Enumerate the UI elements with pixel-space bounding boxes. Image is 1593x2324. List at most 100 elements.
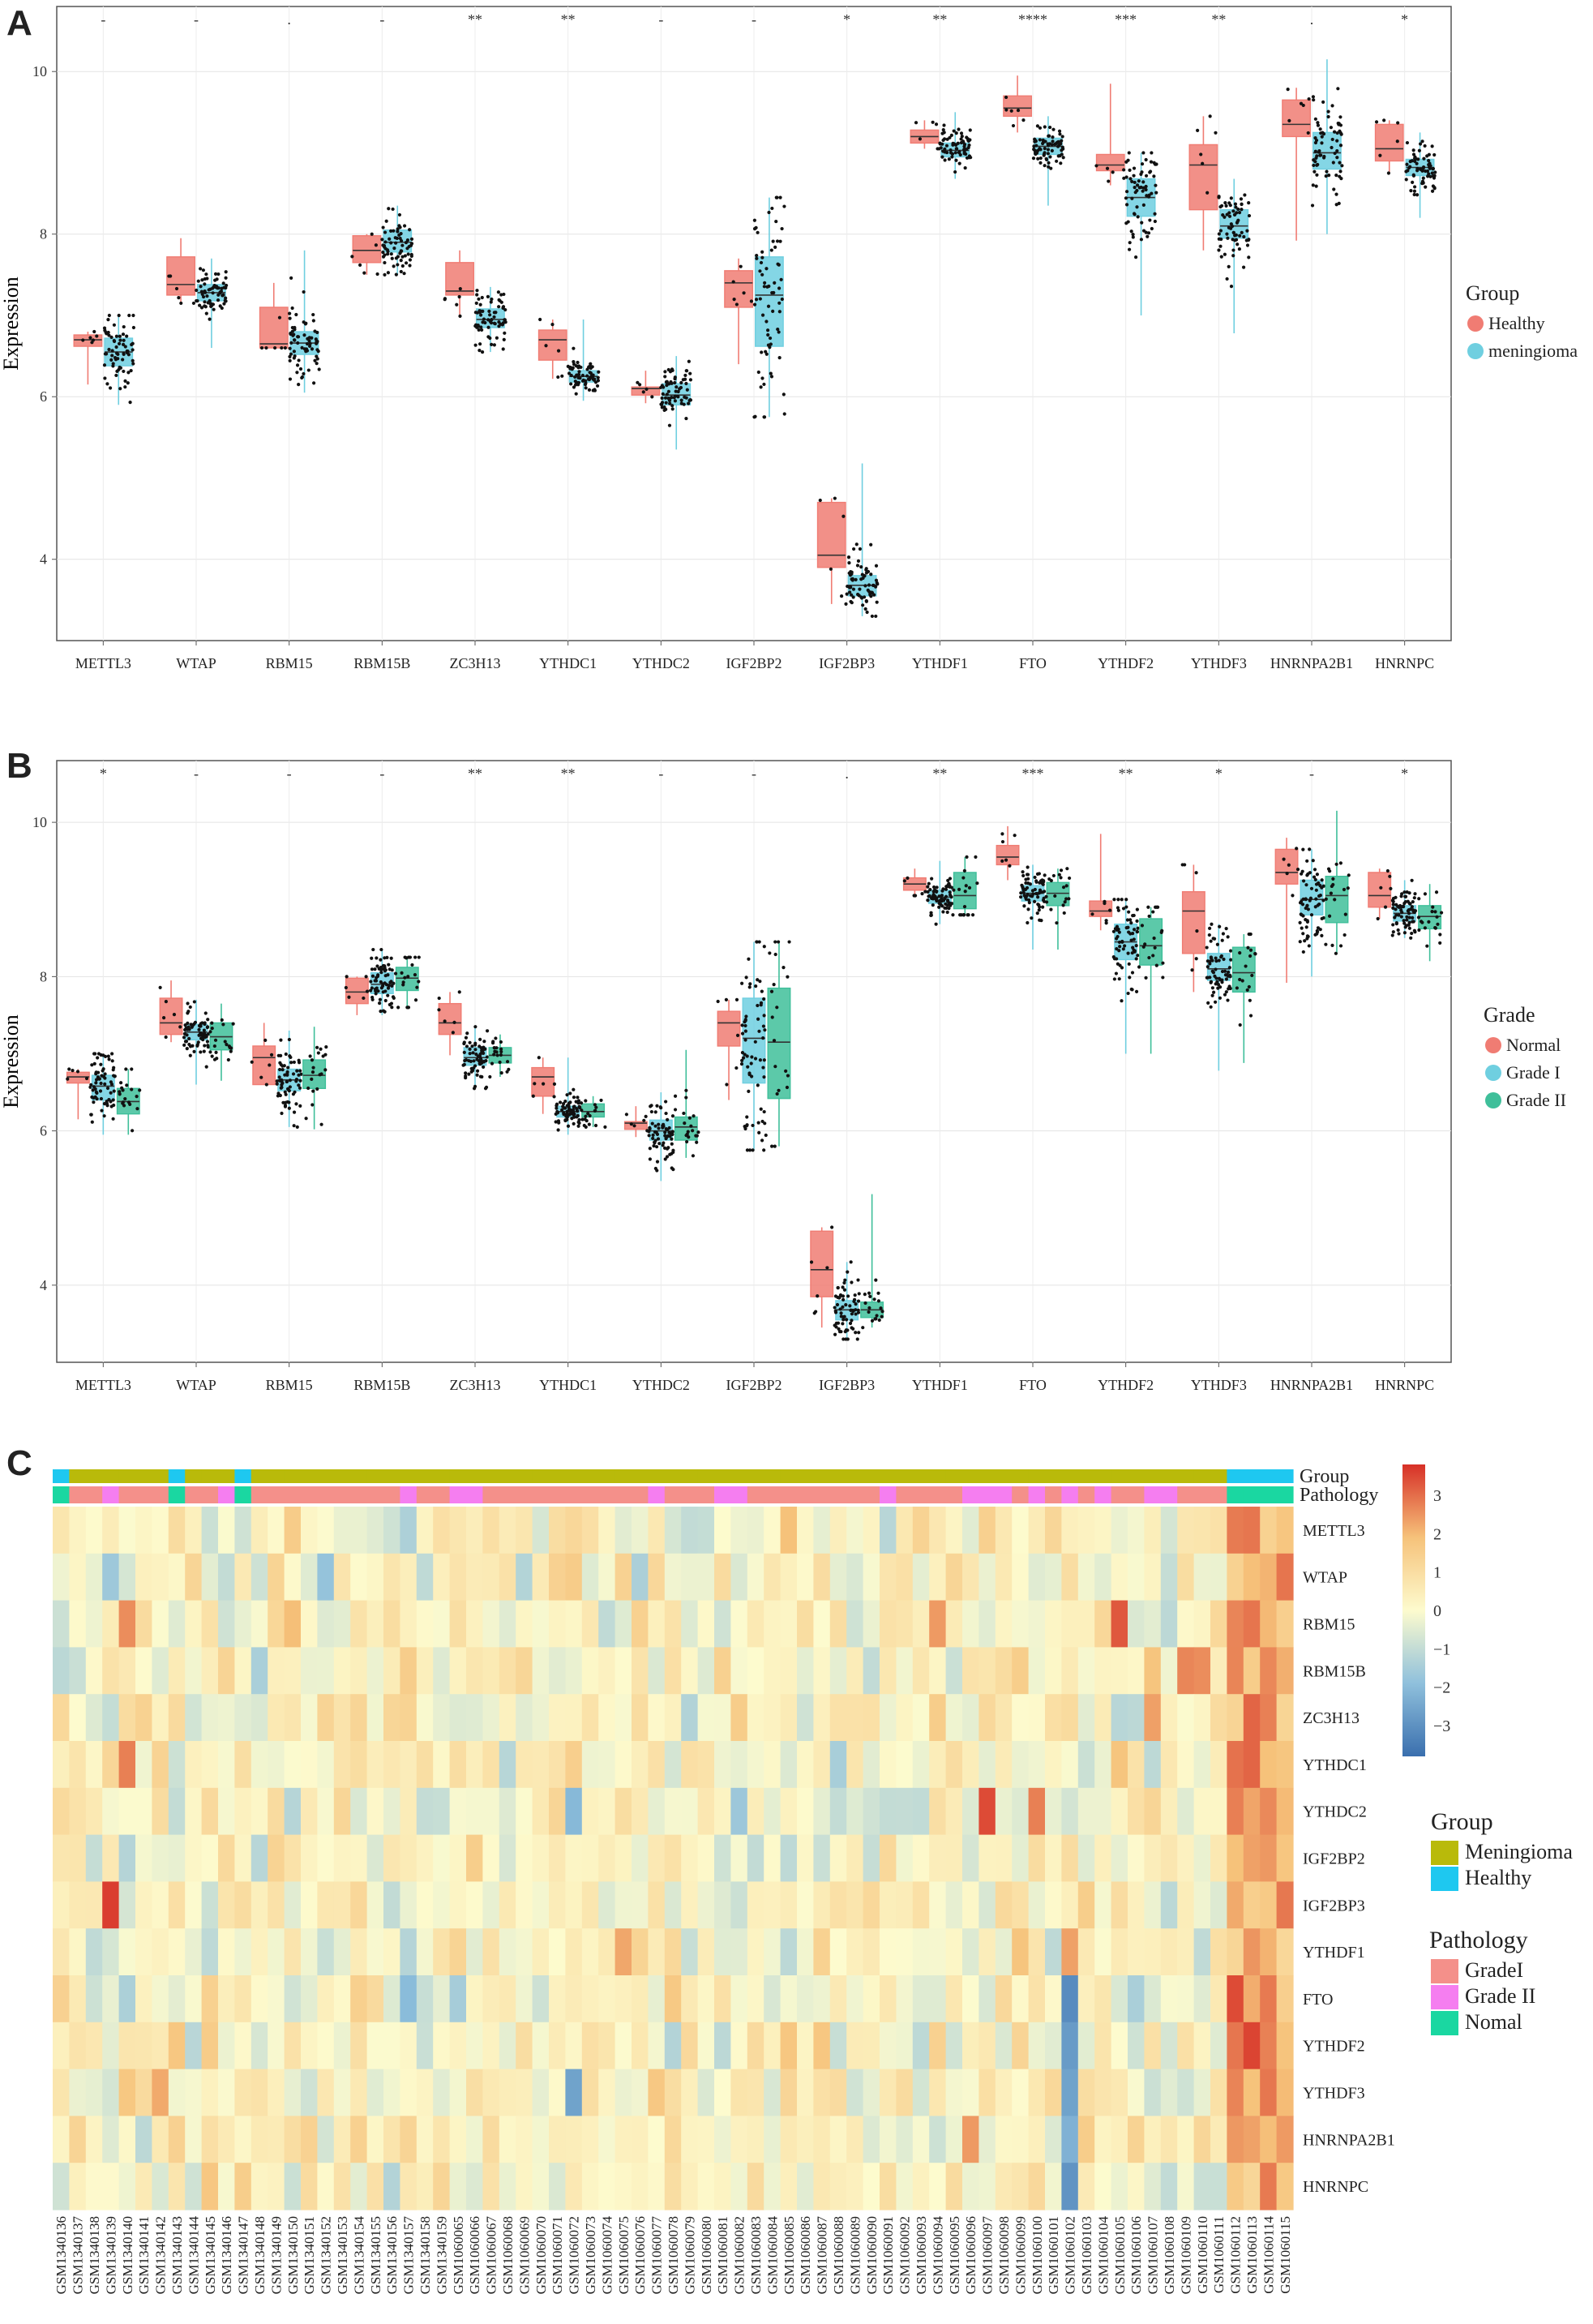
data-point	[1226, 970, 1231, 974]
group-legend-swatch	[1431, 1841, 1458, 1865]
heatmap-cell	[383, 2022, 400, 2070]
data-point	[292, 349, 296, 354]
data-point	[286, 1066, 290, 1070]
data-point	[854, 577, 858, 581]
heatmap-cell	[549, 1553, 566, 1602]
data-point	[1134, 957, 1138, 961]
heatmap-cell	[532, 1694, 550, 1742]
heatmap-cell	[995, 2022, 1013, 2070]
data-point	[135, 1107, 139, 1111]
heatmap-cell	[1144, 1507, 1162, 1554]
heatmap-col-label: GSM1060105	[1112, 2216, 1128, 2294]
heatmap-cell	[1094, 1881, 1112, 1929]
significance-label: *	[1401, 765, 1408, 782]
data-point	[670, 1114, 675, 1118]
box-body	[445, 262, 474, 296]
data-point	[1043, 873, 1047, 877]
data-point	[275, 1082, 279, 1086]
data-point	[1038, 161, 1043, 165]
data-point	[381, 1009, 386, 1013]
heatmap-cell	[185, 2116, 203, 2163]
data-point	[1305, 903, 1309, 907]
data-point	[576, 1096, 580, 1100]
heatmap-cell	[284, 1834, 302, 1882]
data-point	[1427, 920, 1431, 924]
heatmap-cell	[632, 1975, 649, 2023]
heatmap-cell	[268, 1834, 285, 1882]
data-point	[199, 1024, 203, 1028]
data-point	[220, 1018, 224, 1022]
data-point	[315, 1087, 319, 1091]
heatmap-col-label: GSM1060091	[880, 2216, 896, 2294]
data-point	[1190, 968, 1194, 972]
heatmap-cell	[400, 2163, 418, 2210]
data-point	[1036, 895, 1040, 899]
heatmap-cell	[1193, 2069, 1211, 2116]
data-point	[188, 1005, 192, 1010]
heatmap-cell	[1028, 1647, 1046, 1695]
heatmap-cell	[268, 1647, 285, 1695]
data-point	[566, 364, 570, 368]
data-point	[771, 309, 775, 313]
heatmap-cell	[664, 1507, 682, 1554]
group-annotation-cell	[268, 1469, 285, 1483]
heatmap-cell	[978, 1787, 996, 1836]
pathology-legend-swatch	[1431, 2011, 1458, 2035]
heatmap-cell	[896, 2069, 914, 2116]
heatmap-col-label: GSM1060067	[484, 2216, 499, 2295]
data-point	[1334, 862, 1338, 866]
data-point	[127, 313, 131, 318]
data-point	[182, 1036, 186, 1040]
data-point	[1104, 919, 1108, 923]
heatmap-cell	[466, 1507, 483, 1554]
heatmap-cell	[1061, 1507, 1079, 1554]
group-annotation-cell	[697, 1469, 715, 1483]
heatmap-cell	[449, 2069, 467, 2116]
data-point	[947, 907, 951, 911]
heatmap-row-label: FTO	[1303, 1991, 1333, 2009]
data-point	[197, 1027, 201, 1031]
heatmap-cell	[797, 1694, 814, 1742]
data-point	[1210, 922, 1214, 926]
data-point	[417, 980, 421, 984]
heatmap-cell	[1227, 1787, 1244, 1836]
data-point	[1115, 947, 1119, 951]
data-point	[400, 243, 405, 247]
data-point	[725, 1083, 729, 1087]
data-point	[1407, 915, 1411, 920]
heatmap-cell	[995, 1881, 1013, 1929]
heatmap-cell	[1210, 1507, 1227, 1554]
heatmap-cell	[449, 1553, 467, 1602]
heatmap-cell	[1077, 1975, 1095, 2023]
data-point	[837, 1327, 841, 1331]
data-point	[476, 1054, 480, 1058]
heatmap-cell	[945, 1741, 963, 1789]
heatmap-cell	[829, 1741, 847, 1789]
data-point	[364, 975, 368, 979]
data-point	[964, 148, 969, 152]
data-point	[311, 312, 315, 317]
data-point	[753, 1057, 758, 1061]
data-point	[655, 1104, 659, 1108]
data-point	[941, 887, 945, 891]
heatmap-col-label: GSM1340142	[153, 2216, 169, 2294]
box-grade-i	[1205, 922, 1233, 1071]
pathology-legend-swatch	[1431, 1959, 1458, 1983]
heatmap-cell	[284, 1881, 302, 1929]
group-legend-label: Healthy	[1465, 1866, 1531, 1889]
data-point	[1004, 108, 1008, 112]
heatmap-col-label: GSM1340146	[219, 2216, 234, 2294]
group-annotation-cell	[1144, 1469, 1162, 1483]
heatmap-cell	[880, 1881, 897, 1929]
heatmap-cells	[53, 1507, 1294, 2210]
data-point	[929, 913, 933, 917]
heatmap-cell	[350, 1834, 368, 1882]
data-point	[948, 890, 952, 894]
data-point	[487, 309, 491, 313]
data-point	[1417, 897, 1421, 901]
data-point	[392, 996, 396, 1000]
data-point	[1135, 183, 1140, 187]
data-point	[198, 1033, 202, 1037]
heatmap-cell	[880, 1600, 897, 1648]
data-point	[1141, 189, 1145, 193]
